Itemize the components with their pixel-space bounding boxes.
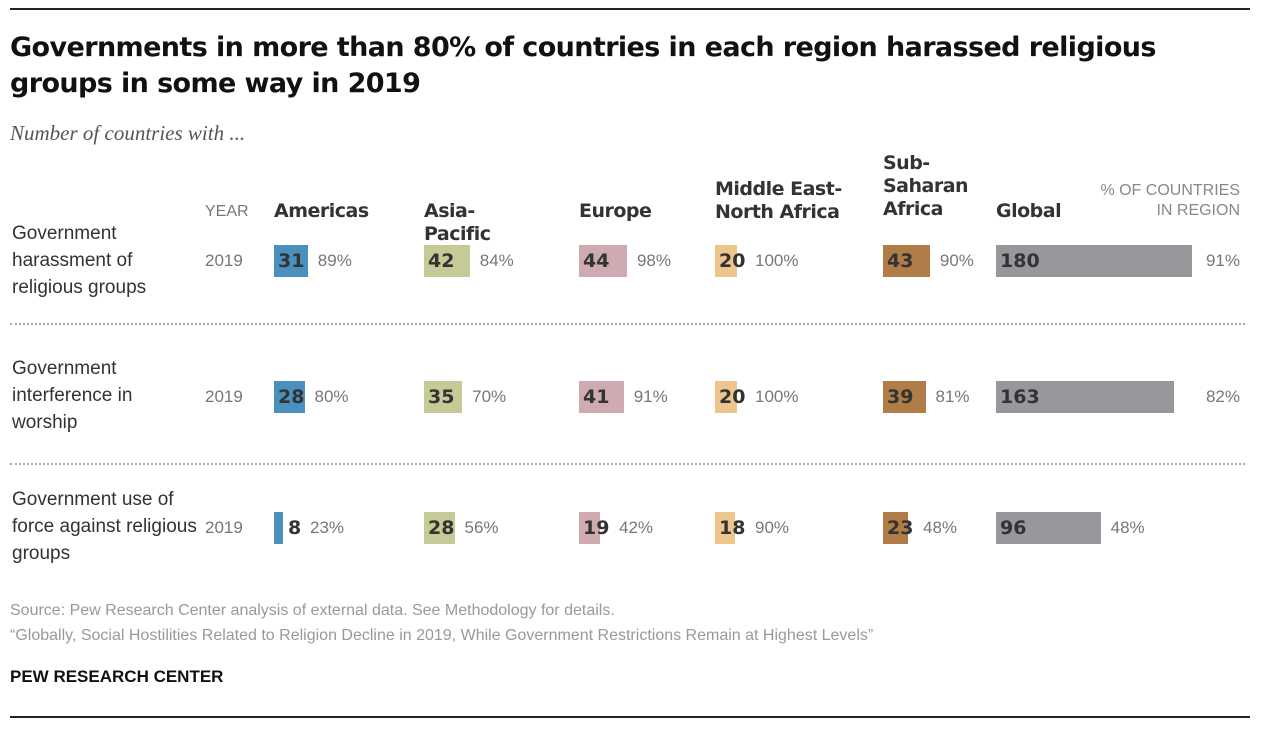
column-header-line: Asia-Pacific bbox=[424, 200, 491, 245]
year-header: YEAR bbox=[205, 203, 249, 220]
top-rule bbox=[10, 8, 1250, 10]
bar-global bbox=[996, 512, 1101, 544]
bar-value: 28 bbox=[278, 386, 305, 408]
column-header-line: Middle East- bbox=[715, 178, 842, 200]
source-note: Source: Pew Research Center analysis of … bbox=[10, 602, 615, 619]
row-label: Government use of force against religiou… bbox=[12, 489, 197, 564]
column-header-2: Europe bbox=[579, 200, 679, 223]
column-header-3: Middle East- North Africa bbox=[715, 178, 865, 224]
pct-label: 89% bbox=[317, 251, 352, 270]
bottom-rule bbox=[10, 716, 1250, 718]
bar-middle-east-north-africa bbox=[715, 245, 737, 277]
column-header-0: Americas bbox=[274, 200, 374, 223]
pct-header: % OF COUNTRIES IN REGION bbox=[1100, 182, 1240, 219]
bar-global bbox=[996, 245, 1193, 277]
report-title: “Globally, Social Hostilities Related to… bbox=[10, 627, 874, 644]
column-header-line: Africa bbox=[883, 198, 943, 220]
bar-americas bbox=[274, 245, 308, 277]
bar-asia-pacific bbox=[424, 245, 470, 277]
pct-label: 56% bbox=[464, 518, 499, 537]
pct-label: 91% bbox=[1205, 251, 1240, 270]
bar-sub-saharan-africa bbox=[883, 512, 909, 544]
pct-label: 23% bbox=[310, 518, 345, 537]
bar-value: 163 bbox=[1000, 386, 1040, 408]
bar-asia-pacific bbox=[424, 381, 463, 413]
row-label: Government harassment of religious group… bbox=[12, 223, 147, 298]
chart-title: Governments in more than 80% of countrie… bbox=[10, 32, 1156, 99]
bar-value: 35 bbox=[428, 386, 455, 408]
bar-europe bbox=[579, 245, 627, 277]
bar-value: 18 bbox=[719, 517, 746, 539]
column-header-5: Global bbox=[996, 200, 1096, 223]
pct-label: 91% bbox=[633, 387, 668, 406]
brand-logo-text: PEW RESEARCH CENTER bbox=[10, 667, 224, 686]
column-header-line: Americas bbox=[274, 200, 369, 222]
bar-europe bbox=[579, 512, 600, 544]
bar-value: 96 bbox=[1000, 517, 1027, 539]
bar-asia-pacific bbox=[424, 512, 455, 544]
bar-americas bbox=[274, 512, 283, 544]
pct-label: 90% bbox=[939, 251, 974, 270]
column-header-line: Europe bbox=[579, 200, 652, 222]
bar-americas bbox=[274, 381, 305, 413]
bar-sub-saharan-africa bbox=[883, 245, 930, 277]
row-label: Government interference in worship bbox=[12, 358, 133, 433]
pct-label: 70% bbox=[472, 387, 507, 406]
bar-global bbox=[996, 381, 1174, 413]
bar-value: 19 bbox=[583, 517, 610, 539]
pct-label: 48% bbox=[1110, 518, 1145, 537]
column-header-line: Saharan bbox=[883, 175, 969, 197]
column-header-line: North Africa bbox=[715, 201, 840, 223]
column-header-line: Global bbox=[996, 200, 1062, 222]
bar-sub-saharan-africa bbox=[883, 381, 926, 413]
bar-middle-east-north-africa bbox=[715, 512, 735, 544]
bar-value: 20 bbox=[719, 250, 746, 272]
pct-label: 48% bbox=[923, 518, 958, 537]
pct-label: 82% bbox=[1205, 387, 1240, 406]
bar-value: 41 bbox=[583, 386, 610, 408]
row-year: 2019 bbox=[205, 518, 243, 537]
column-header-4: Sub- Saharan Africa bbox=[883, 152, 983, 221]
bar-value: 23 bbox=[887, 517, 914, 539]
row-divider bbox=[10, 323, 1245, 325]
pct-label: 84% bbox=[479, 251, 514, 270]
bar-value: 8 bbox=[288, 517, 302, 539]
bar-value: 44 bbox=[583, 250, 610, 272]
bar-value: 31 bbox=[278, 250, 305, 272]
pct-label: 80% bbox=[314, 387, 349, 406]
pct-label: 100% bbox=[755, 387, 799, 406]
row-year: 2019 bbox=[205, 387, 243, 406]
column-header-1: Asia-Pacific bbox=[424, 200, 524, 246]
pct-label: 98% bbox=[636, 251, 671, 270]
column-header-line: Sub- bbox=[883, 152, 930, 174]
bar-middle-east-north-africa bbox=[715, 381, 737, 413]
pct-label: 90% bbox=[755, 518, 790, 537]
pct-label: 81% bbox=[935, 387, 970, 406]
pct-label: 42% bbox=[619, 518, 654, 537]
bar-europe bbox=[579, 381, 624, 413]
bar-value: 28 bbox=[428, 517, 455, 539]
bar-value: 43 bbox=[887, 250, 914, 272]
pct-label: 100% bbox=[755, 251, 799, 270]
row-divider bbox=[10, 463, 1245, 465]
bar-value: 42 bbox=[428, 250, 455, 272]
bar-value: 180 bbox=[1000, 250, 1040, 272]
bar-value: 20 bbox=[719, 386, 746, 408]
row-year: 2019 bbox=[205, 251, 243, 270]
chart-subtitle: Number of countries with ... bbox=[10, 121, 246, 145]
bar-value: 39 bbox=[887, 386, 914, 408]
